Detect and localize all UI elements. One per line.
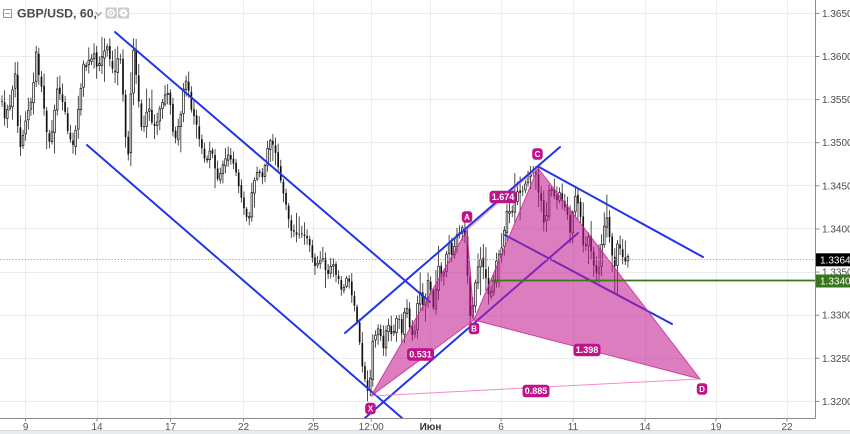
svg-text:1.398: 1.398 [576, 345, 599, 355]
svg-text:B: B [471, 324, 477, 333]
svg-text:C: C [535, 150, 541, 159]
svg-text:1.3200: 1.3200 [822, 397, 850, 408]
svg-text:GBP/USD, 60,: GBP/USD, 60, [17, 7, 97, 21]
svg-text:1.3550: 1.3550 [822, 95, 850, 106]
svg-text:25: 25 [308, 422, 320, 433]
svg-text:14: 14 [91, 422, 103, 433]
svg-text:17: 17 [165, 422, 177, 433]
svg-text:1.3350: 1.3350 [822, 268, 850, 279]
svg-text:X: X [368, 404, 374, 413]
svg-text:22: 22 [238, 422, 250, 433]
svg-text:1.3400: 1.3400 [822, 225, 850, 236]
svg-text:1.3500: 1.3500 [822, 138, 850, 149]
svg-text:22: 22 [781, 422, 793, 433]
svg-text:1.3340: 1.3340 [820, 277, 850, 288]
svg-text:1.3450: 1.3450 [822, 181, 850, 192]
svg-text:A: A [464, 213, 470, 222]
svg-text:6: 6 [498, 422, 504, 433]
svg-text:12:00: 12:00 [359, 422, 384, 433]
svg-text:D: D [699, 385, 705, 394]
svg-text:0.885: 0.885 [525, 386, 548, 396]
svg-text:0.531: 0.531 [409, 350, 432, 360]
svg-text:1.3600: 1.3600 [822, 52, 850, 63]
svg-text:1.3650: 1.3650 [822, 9, 850, 20]
svg-text:1.3250: 1.3250 [822, 354, 850, 365]
svg-text:9: 9 [23, 422, 29, 433]
svg-text:1.3364: 1.3364 [820, 255, 850, 266]
svg-text:11: 11 [568, 422, 579, 433]
svg-text:14: 14 [639, 422, 651, 433]
svg-text:Июн: Июн [420, 422, 442, 433]
svg-text:1.3300: 1.3300 [822, 311, 850, 322]
svg-text:19: 19 [710, 422, 722, 433]
svg-text:1.674: 1.674 [492, 192, 515, 202]
